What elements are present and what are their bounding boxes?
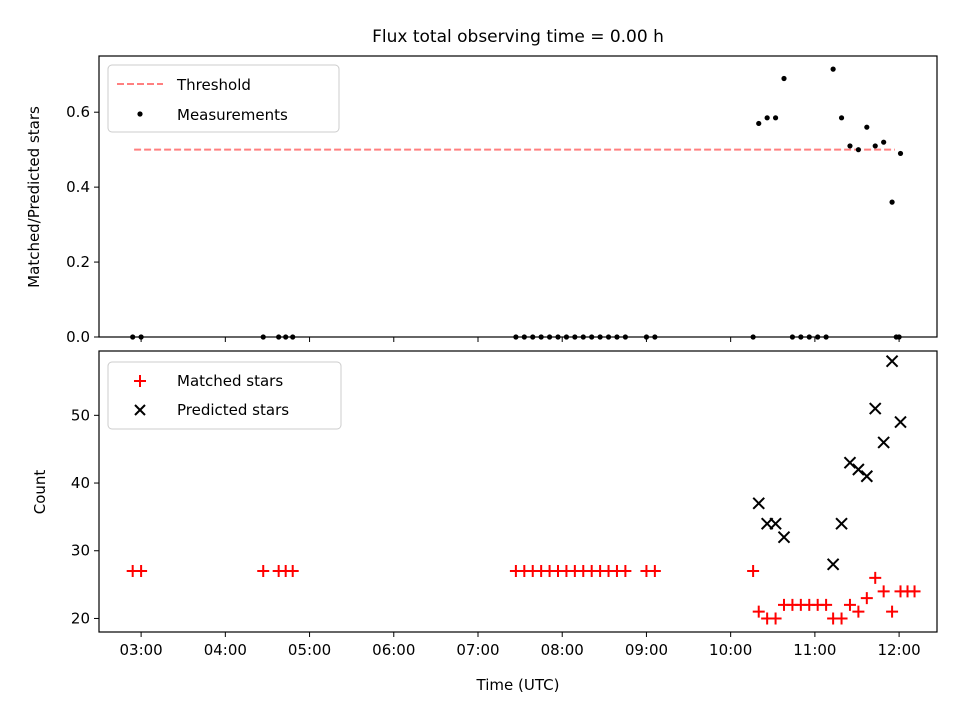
bottom-xtick-label: 08:00 — [541, 641, 584, 659]
bottom-xtick-label: 03:00 — [119, 641, 162, 659]
predicted-star-point — [843, 456, 857, 469]
top-panel: 0.0 0.2 0.4 0.6 Matched/Predicted stars Thr… — [25, 55, 938, 346]
predicted-star-point — [826, 558, 840, 571]
legend-predicted-swatch — [134, 404, 146, 416]
predicted-star-point — [852, 463, 865, 476]
top-ytick-label: 0.2 — [66, 253, 90, 271]
bottom-ytick-label: 20 — [71, 609, 90, 627]
measurement-point — [872, 143, 878, 149]
predicted-star-point — [777, 530, 791, 544]
matched-star-point — [257, 565, 270, 578]
matched-star-point — [648, 565, 661, 578]
measurement-point — [764, 115, 770, 121]
bottom-ytick-label: 40 — [71, 474, 90, 492]
bottom-xtick-label: 04:00 — [204, 641, 247, 659]
bottom-legend: Matched stars Predicted stars — [107, 361, 342, 430]
predicted-star-point — [894, 415, 907, 429]
predicted-star-point — [835, 517, 848, 530]
matched-star-point — [820, 598, 833, 611]
bottom-xlabel: Time (UTC) — [476, 676, 560, 694]
chart-title: Flux total observing time = 0.00 h — [372, 27, 664, 47]
matched-star-point — [619, 565, 632, 578]
bottom-ytick-label: 30 — [71, 542, 90, 560]
top-ytick-label: 0.0 — [66, 328, 90, 346]
bottom-xtick-label: 11:00 — [793, 641, 836, 659]
bottom-xtick-label: 05:00 — [288, 641, 331, 659]
matched-star-point — [747, 565, 760, 578]
measurement-point — [838, 115, 845, 121]
bottom-ytick-label: 50 — [71, 406, 90, 424]
bottom-xtick-label: 09:00 — [625, 641, 668, 659]
predicted-star-point — [860, 470, 874, 483]
measurement-point — [897, 150, 904, 157]
matched-star-point — [286, 565, 299, 578]
measurement-point — [864, 124, 870, 130]
top-ylabel: Matched/Predicted stars — [25, 106, 43, 288]
predicted-star-point — [885, 354, 899, 368]
legend-threshold-label: Threshold — [176, 76, 251, 94]
top-plot-frame — [98, 55, 938, 338]
matched-star-point — [877, 585, 890, 598]
predicted-star-point — [877, 436, 890, 449]
top-ytick-label: 0.4 — [66, 178, 90, 196]
bottom-plot-frame — [98, 350, 938, 633]
legend-measurements-swatch — [137, 111, 143, 117]
bottom-xtick-label: 12:00 — [877, 641, 920, 659]
measurement-point — [889, 199, 895, 205]
matched-star-point — [869, 571, 882, 584]
top-legend: Threshold Measurements — [107, 64, 340, 133]
bottom-panel: 03:00 04:00 05:00 06:00 07:00 08:00 09:00 10:00… — [31, 350, 938, 694]
bottom-xtick-label: 06:00 — [372, 641, 415, 659]
matched-star-point — [752, 605, 765, 618]
legend-predicted-label: Predicted stars — [177, 401, 289, 419]
matched-star-point — [769, 612, 782, 625]
predicted-star-point — [752, 497, 765, 510]
legend-matched-label: Matched stars — [177, 372, 283, 390]
measurement-point — [830, 66, 836, 72]
legend-measurements-label: Measurements — [177, 106, 288, 124]
legend-matched-swatch — [134, 375, 146, 387]
matched-star-point — [135, 565, 148, 578]
top-legend-box — [107, 64, 340, 133]
measurement-point — [855, 147, 861, 153]
matched-star-point — [852, 605, 865, 618]
bottom-ylabel: Count — [31, 470, 49, 515]
predicted-star-point — [769, 517, 782, 530]
matched-star-point — [860, 592, 873, 605]
measurement-point — [781, 75, 787, 82]
measurement-point — [772, 115, 779, 121]
top-ytick-label: 0.6 — [66, 103, 90, 121]
bottom-legend-box — [107, 361, 342, 430]
bottom-xtick-label: 10:00 — [709, 641, 752, 659]
measurement-point — [881, 139, 887, 145]
matched-star-point — [843, 598, 856, 611]
measurement-point — [756, 120, 762, 127]
matched-star-point — [835, 612, 848, 625]
matched-star-point — [886, 605, 899, 618]
bottom-xtick-label: 07:00 — [456, 641, 499, 659]
predicted-star-point — [869, 402, 882, 415]
measurement-point — [847, 143, 853, 149]
matched-star-point — [908, 585, 921, 598]
